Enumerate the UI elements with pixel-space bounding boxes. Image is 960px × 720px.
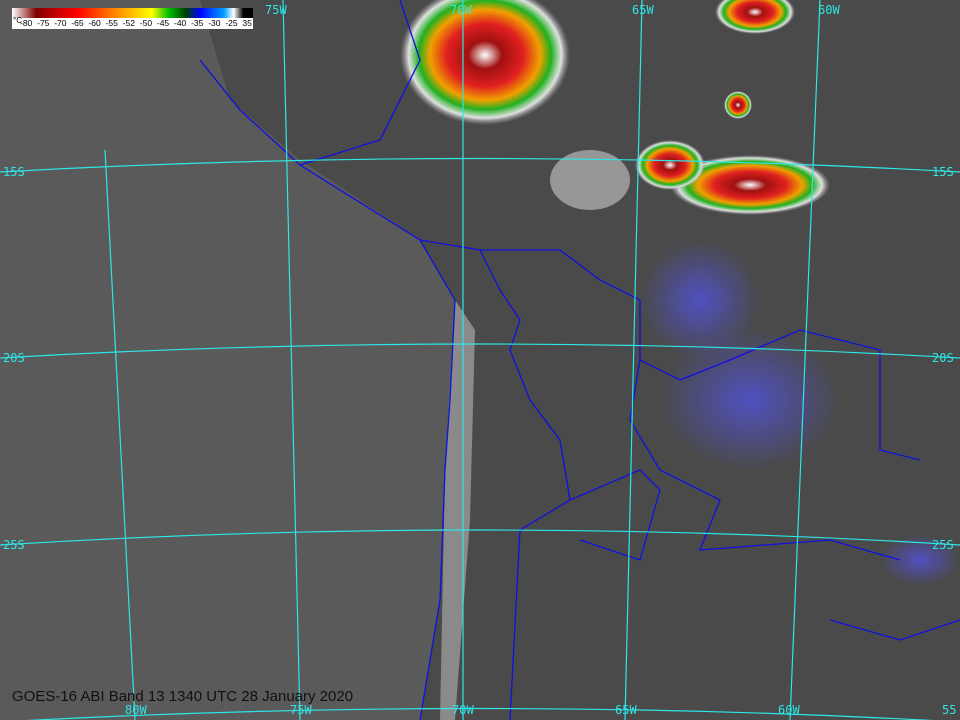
lon-label: 65W — [615, 703, 637, 717]
lat-label: 20S — [3, 351, 25, 365]
cold-cloud-area — [660, 330, 840, 470]
storm-cloud — [400, 0, 570, 125]
image-caption: GOES-16 ABI Band 13 1340 UTC 28 January … — [12, 688, 354, 705]
left-latitude-labels: 15S 20S 25S — [3, 165, 25, 552]
lon-label: 60W — [778, 703, 800, 717]
storm-cloud — [724, 91, 752, 119]
cold-cloud-area — [640, 240, 760, 360]
colorbar-tick: -65 — [71, 18, 84, 28]
colorbar-tick: -70 — [54, 18, 67, 28]
lon-label: 75W — [290, 703, 312, 717]
lat-label: 15S — [3, 165, 25, 179]
bottom-longitude-labels: 80W 75W 70W 65W 60W 55 — [125, 703, 956, 717]
lat-label: 20S — [932, 351, 954, 365]
temperature-colorbar: °C -80 -75 -70 -65 -60 -55 -52 -50 -45 -… — [12, 8, 253, 29]
storm-cloud — [635, 140, 705, 190]
colorbar-tick: -45 — [156, 18, 170, 28]
lat-label: 25S — [932, 538, 954, 552]
lon-label: 75W — [265, 3, 287, 17]
colorbar-ticks: -80 -75 -70 -65 -60 -55 -52 -50 -45 -40 … — [20, 18, 252, 28]
lon-label: 70W — [450, 3, 472, 17]
cold-cloud-area — [880, 535, 960, 585]
colorbar-gradient — [12, 8, 253, 18]
lon-label: 70W — [452, 703, 474, 717]
country-borders — [199, 0, 960, 720]
colorbar-unit: °C — [13, 16, 22, 25]
lon-label: 65W — [632, 3, 654, 17]
colorbar-tick: -60 — [88, 18, 101, 28]
storm-cloud — [670, 155, 830, 215]
colorbar-tick: -52 — [122, 18, 135, 28]
colorbar-tick: -25 — [225, 18, 238, 28]
lon-label: 55 — [942, 703, 956, 717]
colorbar-tick: -55 — [105, 18, 118, 28]
colorbar-tick: -75 — [37, 18, 50, 28]
colorbar-tick: -50 — [139, 18, 153, 28]
andes-cloud — [440, 300, 475, 720]
colorbar-tick: -35 — [191, 18, 204, 28]
colorbar-tick: -30 — [208, 18, 221, 28]
lat-label: 15S — [932, 165, 954, 179]
lon-label: 60W — [818, 3, 840, 17]
colorbar-tick: -80 — [20, 18, 33, 28]
lon-label: 80W — [125, 703, 147, 717]
lat-label: 25S — [3, 538, 25, 552]
cloud — [550, 150, 630, 210]
storm-cloud — [715, 0, 795, 34]
colorbar-tick: 35 — [242, 18, 252, 28]
top-longitude-labels: 75W 70W 65W 60W — [265, 3, 840, 17]
colorbar-tick: -40 — [173, 18, 187, 28]
right-latitude-labels: 15S 20S 25S — [932, 165, 954, 552]
